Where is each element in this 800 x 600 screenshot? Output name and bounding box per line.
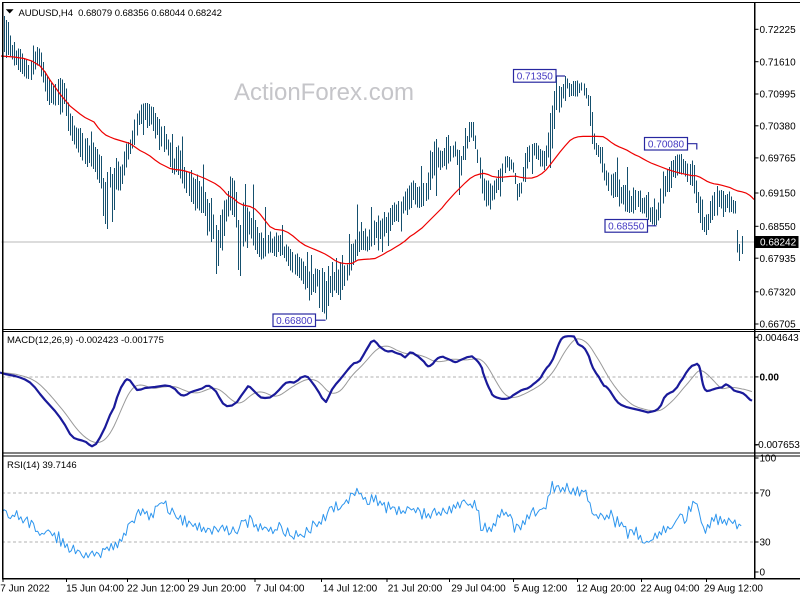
svg-text:7 Jul 04:00: 7 Jul 04:00 (256, 584, 305, 595)
svg-text:0.68550: 0.68550 (608, 222, 645, 233)
svg-text:0.69150: 0.69150 (760, 189, 797, 200)
svg-text:0: 0 (760, 568, 766, 579)
svg-text:22 Jun 12:00: 22 Jun 12:00 (127, 584, 185, 595)
svg-text:-0.007653: -0.007653 (755, 440, 800, 451)
svg-text:0.70080: 0.70080 (648, 139, 685, 150)
svg-text:0.69765: 0.69765 (760, 154, 797, 165)
svg-text:ActionForex.com: ActionForex.com (234, 79, 414, 106)
svg-text:0.68242: 0.68242 (760, 238, 797, 249)
svg-text:100: 100 (760, 454, 777, 465)
svg-text:0.66705: 0.66705 (760, 320, 797, 331)
svg-text:5 Aug 12:00: 5 Aug 12:00 (514, 584, 568, 595)
svg-text:15 Jun 04:00: 15 Jun 04:00 (66, 584, 124, 595)
svg-text:0.70995: 0.70995 (760, 90, 797, 101)
svg-text:0.67320: 0.67320 (760, 287, 797, 298)
svg-text:22 Aug 04:00: 22 Aug 04:00 (641, 584, 700, 595)
svg-text:0.70380: 0.70380 (760, 121, 797, 132)
svg-text:0.72225: 0.72225 (760, 25, 797, 36)
svg-text:30: 30 (760, 538, 772, 549)
svg-text:29 Aug 12:00: 29 Aug 12:00 (704, 584, 763, 595)
svg-text:0.68550: 0.68550 (760, 222, 797, 233)
svg-text:AUDUSD,H4 0.68079 0.68356 0.6: AUDUSD,H4 0.68079 0.68356 0.68044 0.6824… (19, 8, 222, 19)
svg-text:0.71350: 0.71350 (517, 72, 554, 83)
svg-text:0.67935: 0.67935 (760, 254, 797, 265)
svg-text:0.00: 0.00 (760, 373, 780, 384)
svg-text:70: 70 (760, 489, 772, 500)
svg-text:RSI(14) 39.7146: RSI(14) 39.7146 (7, 460, 77, 471)
svg-text:0.004643: 0.004643 (757, 333, 799, 344)
svg-text:14 Jul 12:00: 14 Jul 12:00 (323, 584, 378, 595)
svg-text:MACD(12,26,9) -0.002423 -0.001: MACD(12,26,9) -0.002423 -0.001775 (7, 335, 164, 346)
svg-text:12 Aug 20:00: 12 Aug 20:00 (577, 584, 636, 595)
svg-text:29 Jul 04:00: 29 Jul 04:00 (451, 584, 506, 595)
svg-text:0.71610: 0.71610 (760, 57, 797, 68)
svg-text:29 Jun 20:00: 29 Jun 20:00 (188, 584, 246, 595)
svg-text:7 Jun 2022: 7 Jun 2022 (0, 584, 50, 595)
svg-text:0.66800: 0.66800 (276, 316, 313, 327)
svg-text:21 Jul 20:00: 21 Jul 20:00 (388, 584, 443, 595)
